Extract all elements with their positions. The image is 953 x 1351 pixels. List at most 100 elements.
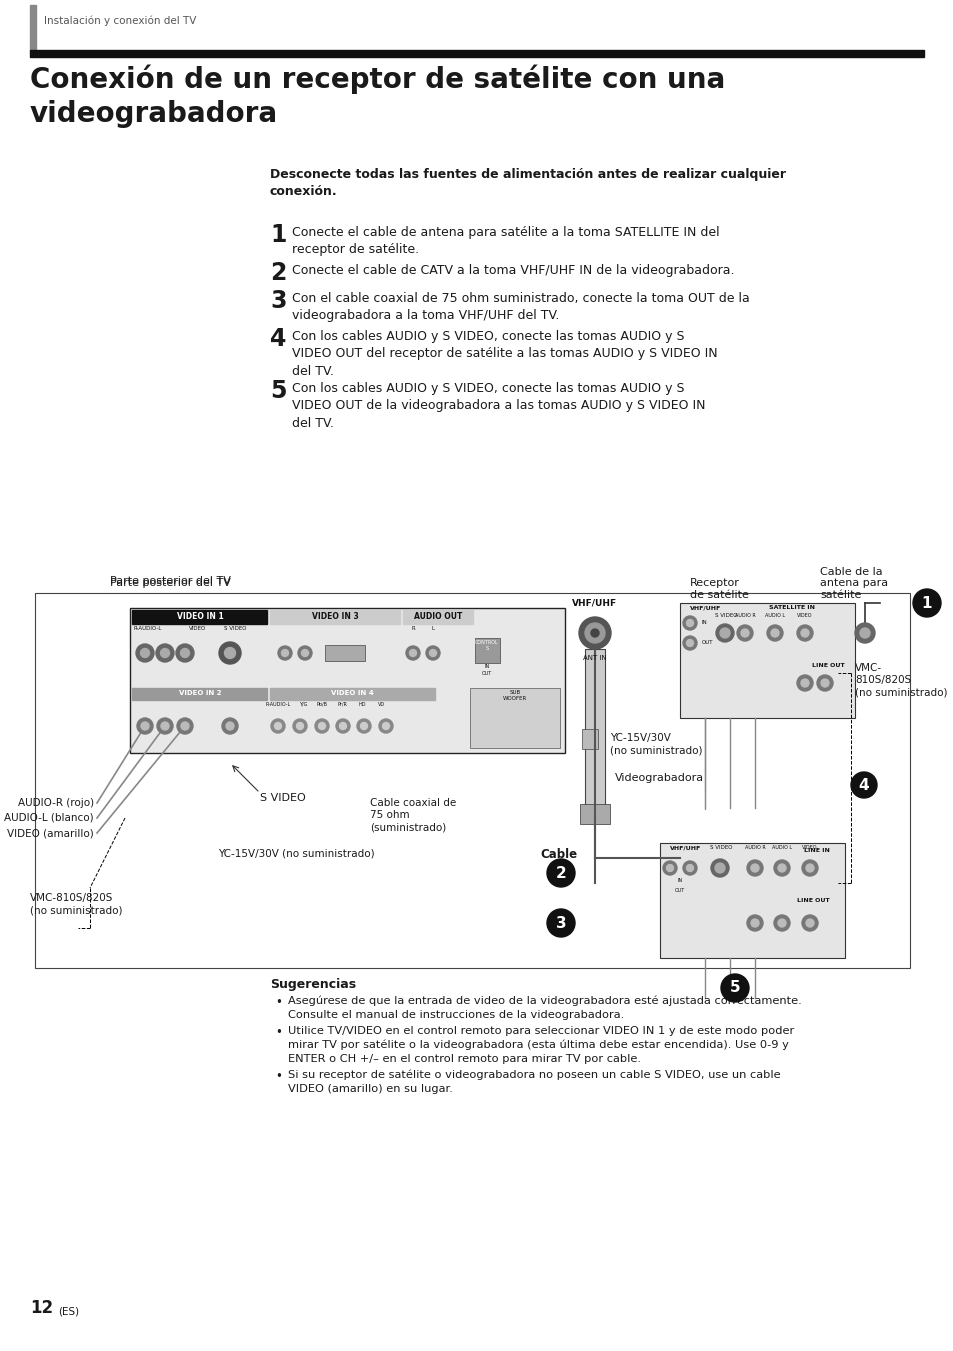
Text: AUDIO L: AUDIO L bbox=[771, 844, 791, 850]
Text: Con el cable coaxial de 75 ohm suministrado, conecte la toma OUT de la
videograb: Con el cable coaxial de 75 ohm suministr… bbox=[292, 292, 749, 323]
Circle shape bbox=[140, 648, 150, 658]
Text: IN: IN bbox=[677, 878, 682, 884]
Circle shape bbox=[335, 719, 350, 734]
Text: S VIDEO: S VIDEO bbox=[709, 844, 732, 850]
Text: 12: 12 bbox=[30, 1300, 53, 1317]
Circle shape bbox=[766, 626, 782, 640]
Text: CONTROL
S: CONTROL S bbox=[475, 640, 498, 651]
Circle shape bbox=[710, 859, 728, 877]
Text: Videograbadora: Videograbadora bbox=[615, 773, 703, 784]
Text: R-AUDIO-L: R-AUDIO-L bbox=[265, 703, 291, 707]
Text: VHF/UHF: VHF/UHF bbox=[689, 605, 720, 611]
Circle shape bbox=[714, 863, 724, 873]
Text: R: R bbox=[411, 626, 415, 631]
Circle shape bbox=[409, 650, 416, 657]
Circle shape bbox=[740, 630, 748, 638]
Text: HD: HD bbox=[358, 703, 365, 707]
Circle shape bbox=[746, 861, 762, 875]
Circle shape bbox=[750, 865, 759, 871]
Text: 2: 2 bbox=[270, 261, 286, 285]
Circle shape bbox=[141, 721, 149, 730]
Text: (ES): (ES) bbox=[58, 1306, 79, 1316]
Bar bbox=[270, 611, 399, 624]
Circle shape bbox=[314, 719, 329, 734]
Text: 4: 4 bbox=[858, 777, 868, 793]
Circle shape bbox=[662, 861, 677, 875]
Circle shape bbox=[160, 648, 170, 658]
Circle shape bbox=[816, 676, 832, 690]
Text: 1: 1 bbox=[270, 223, 286, 247]
Text: Cable de la
antena para
satélite: Cable de la antena para satélite bbox=[820, 567, 887, 600]
Text: VIDEO: VIDEO bbox=[801, 844, 817, 850]
Circle shape bbox=[293, 719, 307, 734]
Text: LINE OUT: LINE OUT bbox=[797, 898, 829, 902]
Circle shape bbox=[339, 723, 346, 730]
Text: SATELLITE IN: SATELLITE IN bbox=[768, 605, 814, 611]
Circle shape bbox=[356, 719, 371, 734]
Text: OUT: OUT bbox=[701, 640, 713, 646]
Text: AUDIO R: AUDIO R bbox=[744, 844, 764, 850]
Circle shape bbox=[716, 624, 733, 642]
Text: IN: IN bbox=[701, 620, 707, 626]
Circle shape bbox=[770, 630, 779, 638]
Circle shape bbox=[546, 859, 575, 888]
Text: AUDIO R: AUDIO R bbox=[734, 613, 755, 617]
Circle shape bbox=[778, 865, 785, 871]
Circle shape bbox=[801, 630, 808, 638]
Bar bbox=[659, 843, 844, 958]
Circle shape bbox=[297, 646, 312, 661]
Text: Pr/R: Pr/R bbox=[336, 703, 347, 707]
Circle shape bbox=[360, 723, 367, 730]
Text: Parte posterior del TV: Parte posterior del TV bbox=[110, 576, 231, 586]
Text: Desconecte todas las fuentes de alimentación antes de realizar cualquier
conexió: Desconecte todas las fuentes de alimenta… bbox=[270, 168, 785, 199]
Text: LINE OUT: LINE OUT bbox=[812, 663, 844, 667]
Bar bbox=[30, 5, 36, 50]
Text: VIDEO (amarillo): VIDEO (amarillo) bbox=[8, 828, 94, 838]
Bar bbox=[579, 804, 609, 824]
Circle shape bbox=[746, 915, 762, 931]
Text: 4: 4 bbox=[270, 327, 286, 351]
Circle shape bbox=[136, 644, 153, 662]
Text: VIDEO: VIDEO bbox=[190, 626, 207, 631]
Bar bbox=[132, 611, 267, 624]
Circle shape bbox=[750, 919, 759, 927]
Text: LINE IN: LINE IN bbox=[803, 848, 829, 852]
Text: VHF/UHF: VHF/UHF bbox=[572, 598, 617, 608]
Text: VIDEO IN 4: VIDEO IN 4 bbox=[331, 690, 373, 696]
Circle shape bbox=[737, 626, 752, 640]
Circle shape bbox=[773, 861, 789, 875]
Circle shape bbox=[686, 639, 693, 647]
Circle shape bbox=[773, 915, 789, 931]
Text: •: • bbox=[274, 1070, 281, 1084]
Text: 5: 5 bbox=[729, 981, 740, 996]
Circle shape bbox=[720, 974, 748, 1002]
Circle shape bbox=[686, 620, 693, 627]
Circle shape bbox=[180, 648, 190, 658]
Circle shape bbox=[854, 623, 874, 643]
Text: Si su receptor de satélite o videograbadora no poseen un cable S VIDEO, use un c: Si su receptor de satélite o videograbad… bbox=[288, 1070, 780, 1094]
Circle shape bbox=[382, 723, 389, 730]
Text: 3: 3 bbox=[270, 289, 286, 313]
Bar bbox=[584, 648, 604, 809]
Bar bbox=[132, 688, 267, 700]
Text: Parte posterior del TV: Parte posterior del TV bbox=[110, 578, 231, 588]
Circle shape bbox=[682, 636, 697, 650]
Text: VHF/UHF: VHF/UHF bbox=[669, 844, 700, 850]
Text: VMC-810S/820S
(no suministrado): VMC-810S/820S (no suministrado) bbox=[30, 893, 122, 916]
Text: Conexión de un receptor de satélite con una
videograbadora: Conexión de un receptor de satélite con … bbox=[30, 65, 724, 128]
Bar bbox=[325, 644, 365, 661]
Text: Y/G: Y/G bbox=[298, 703, 307, 707]
Circle shape bbox=[590, 630, 598, 638]
Circle shape bbox=[796, 626, 812, 640]
Text: Utilice TV/VIDEO en el control remoto para seleccionar VIDEO IN 1 y de este modo: Utilice TV/VIDEO en el control remoto pa… bbox=[288, 1027, 794, 1063]
Circle shape bbox=[219, 642, 241, 663]
Text: Conecte el cable de CATV a la toma VHF/UHF IN de la videograbadora.: Conecte el cable de CATV a la toma VHF/U… bbox=[292, 263, 734, 277]
Text: S VIDEO: S VIDEO bbox=[714, 613, 737, 617]
Text: R-AUDIO-L: R-AUDIO-L bbox=[133, 626, 162, 631]
Text: Conecte el cable de antena para satélite a la toma SATELLITE IN del
receptor de : Conecte el cable de antena para satélite… bbox=[292, 226, 719, 257]
Text: Con los cables AUDIO y S VIDEO, conecte las tomas AUDIO y S
VIDEO OUT de la vide: Con los cables AUDIO y S VIDEO, conecte … bbox=[292, 382, 705, 430]
Circle shape bbox=[296, 723, 303, 730]
Text: Con los cables AUDIO y S VIDEO, conecte las tomas AUDIO y S
VIDEO OUT del recept: Con los cables AUDIO y S VIDEO, conecte … bbox=[292, 330, 717, 378]
Circle shape bbox=[778, 919, 785, 927]
Circle shape bbox=[682, 861, 697, 875]
